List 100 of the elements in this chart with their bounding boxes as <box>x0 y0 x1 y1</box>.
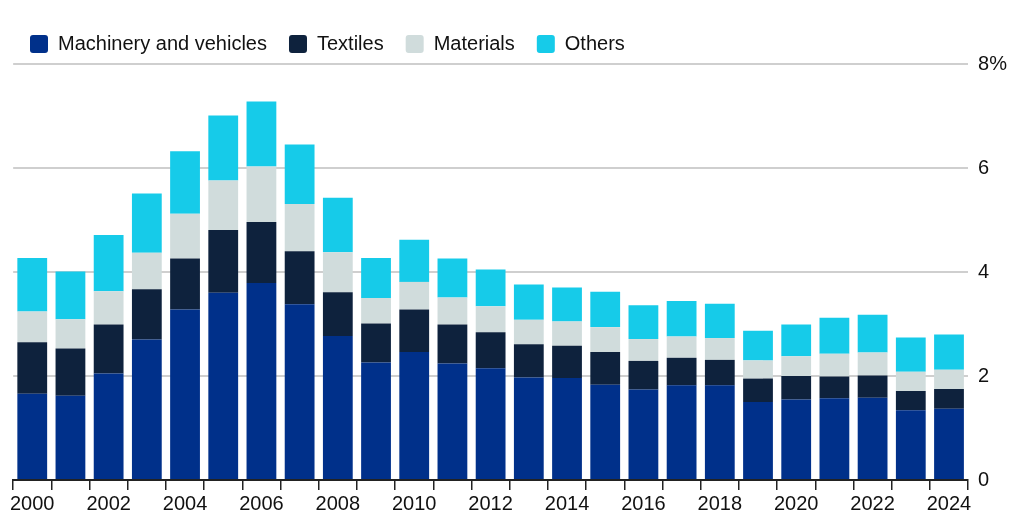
bar <box>628 389 659 479</box>
x-tick-label: 2022 <box>850 491 895 514</box>
x-tick-label: 2020 <box>773 491 819 514</box>
bar <box>284 304 315 479</box>
bar <box>895 371 926 392</box>
bar <box>781 324 812 357</box>
bar <box>666 357 697 386</box>
bar <box>628 339 659 361</box>
bar <box>246 166 277 223</box>
bar <box>513 284 544 320</box>
bar <box>743 330 773 361</box>
y-tick-label: 0 <box>978 467 990 490</box>
x-tick-label: 2018 <box>697 491 743 514</box>
bar <box>857 352 888 376</box>
bar <box>513 377 544 479</box>
x-tick-label: 2012 <box>468 491 513 514</box>
bar <box>399 239 430 282</box>
bar <box>743 402 773 479</box>
bar <box>934 389 964 409</box>
bar <box>704 359 735 386</box>
bar <box>208 180 239 230</box>
bar <box>17 257 48 312</box>
bar <box>246 101 277 167</box>
bar <box>246 282 277 479</box>
bar <box>590 291 621 328</box>
bar <box>131 339 162 479</box>
bar <box>475 368 506 479</box>
bar <box>170 213 200 259</box>
y-tick-label: 8% <box>978 51 1008 74</box>
bar <box>857 314 888 353</box>
bar <box>55 271 86 320</box>
bar <box>322 335 353 479</box>
bar <box>781 376 812 400</box>
bar <box>322 292 353 336</box>
bar <box>475 269 506 307</box>
bar <box>246 222 277 283</box>
bar <box>437 363 468 479</box>
bar <box>513 319 544 345</box>
bar <box>361 298 391 324</box>
bar <box>475 332 506 369</box>
bar <box>819 317 850 354</box>
bar <box>17 393 48 479</box>
bar <box>704 338 735 360</box>
x-tick-label: 2002 <box>86 491 131 514</box>
bar <box>628 360 659 390</box>
bar <box>590 352 621 385</box>
bar <box>399 352 430 479</box>
bar <box>399 309 430 353</box>
bar <box>170 258 200 310</box>
bar <box>322 252 353 293</box>
bar <box>131 252 162 290</box>
bar <box>934 408 964 479</box>
bar <box>437 258 468 298</box>
bar <box>666 385 697 479</box>
x-tick-label: 2016 <box>621 491 666 514</box>
bar <box>743 378 773 402</box>
bar <box>552 345 582 379</box>
x-tick-label: 2014 <box>544 491 590 514</box>
bar <box>437 297 468 325</box>
bar <box>666 336 697 358</box>
bar <box>552 321 582 346</box>
bar <box>895 337 926 372</box>
x-tick-label: 2004 <box>162 491 208 514</box>
bar <box>284 251 315 305</box>
bar <box>93 324 124 374</box>
y-tick-label: 4 <box>978 259 990 282</box>
bar <box>284 203 315 252</box>
bar <box>361 257 391 298</box>
bar <box>628 305 659 340</box>
bar <box>55 348 86 396</box>
bar <box>934 334 964 370</box>
bar <box>590 384 621 479</box>
x-tick-label: 2000 <box>10 491 55 514</box>
bar <box>322 197 353 253</box>
bar <box>93 235 124 292</box>
bar <box>819 376 850 399</box>
bar <box>93 291 124 325</box>
legend-label: Machinery and vehicles <box>58 31 267 54</box>
bar <box>208 115 239 181</box>
bar <box>17 342 48 394</box>
bar <box>17 311 48 343</box>
bar <box>93 373 124 479</box>
bar <box>895 391 926 411</box>
bar <box>857 397 888 479</box>
y-tick-label: 6 <box>978 155 990 178</box>
bar <box>895 410 926 479</box>
bar <box>131 289 162 340</box>
bar <box>131 193 162 253</box>
bar <box>590 327 621 353</box>
bar <box>552 378 582 479</box>
bar <box>55 395 86 479</box>
x-tick-label: 2008 <box>315 491 361 514</box>
bar <box>361 323 391 363</box>
legend-label: Others <box>564 31 625 54</box>
bar <box>170 309 200 479</box>
bar <box>513 344 544 378</box>
bar <box>704 385 735 479</box>
bar <box>475 306 506 333</box>
bar <box>208 292 239 479</box>
bar <box>437 324 468 364</box>
